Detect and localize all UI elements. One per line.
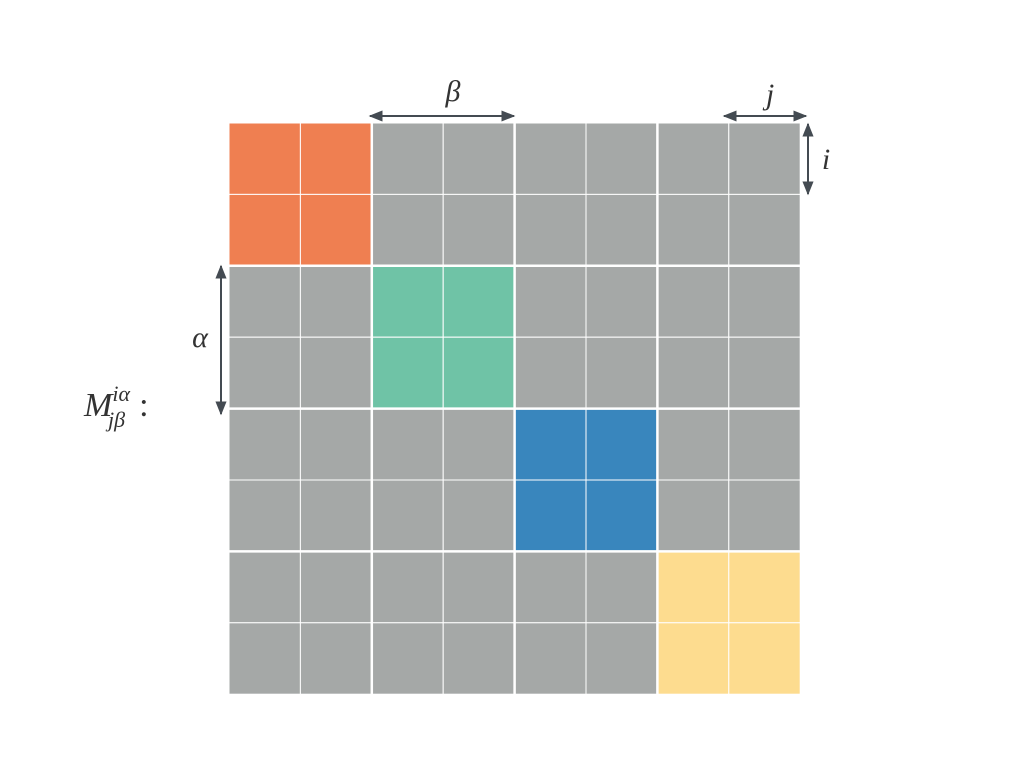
matrix-cell [514, 408, 587, 481]
block-matrix [228, 122, 801, 695]
matrix-cell [514, 193, 587, 267]
matrix-cell [442, 550, 516, 624]
matrix-cell [656, 550, 730, 624]
matrix-cell [371, 122, 444, 195]
matrix-cell [228, 265, 301, 338]
matrix-cell [728, 122, 801, 195]
matrix-suffix: : [139, 387, 148, 424]
matrix-cell [585, 122, 658, 195]
matrix-cell [371, 622, 444, 695]
matrix-cell [228, 336, 301, 410]
matrix-cell [299, 550, 373, 624]
matrix-cell [514, 622, 587, 695]
matrix-cell [656, 122, 730, 195]
matrix-cell [514, 336, 587, 410]
matrix-cell [442, 122, 516, 195]
matrix-superscript: iα [112, 381, 130, 406]
matrix-cell [228, 479, 301, 552]
matrix-cell [656, 193, 730, 267]
matrix-cell [371, 479, 444, 552]
matrix-cell [371, 265, 444, 338]
matrix-cell [442, 622, 516, 695]
matrix-cell [585, 408, 658, 481]
matrix-cell [585, 622, 658, 695]
matrix-cell [371, 408, 444, 481]
i-label: i [822, 143, 830, 176]
matrix-cell [514, 479, 587, 552]
matrix-cell [728, 479, 801, 552]
matrix-cell [228, 408, 301, 481]
matrix-cell [514, 122, 587, 195]
matrix-cell [442, 193, 516, 267]
matrix-cell [656, 479, 730, 552]
matrix-cell [728, 336, 801, 410]
matrix-cell [728, 622, 801, 695]
matrix-cell [656, 408, 730, 481]
matrix-cell [228, 550, 301, 624]
matrix-cell [728, 408, 801, 481]
matrix-cell [585, 550, 658, 624]
alpha-label: α [192, 321, 209, 354]
matrix-cell [514, 550, 587, 624]
matrix-cell [442, 408, 516, 481]
matrix-cell [299, 193, 373, 267]
matrix-cell [728, 265, 801, 338]
matrix-cell [656, 265, 730, 338]
matrix-cell [585, 479, 658, 552]
matrix-cell [585, 193, 658, 267]
matrix-cell [585, 265, 658, 338]
matrix-cell [442, 265, 516, 338]
matrix-cell [728, 550, 801, 624]
matrix-cell [728, 193, 801, 267]
matrix-subscript: jβ [105, 407, 125, 432]
matrix-cell [585, 336, 658, 410]
matrix-cell [514, 265, 587, 338]
matrix-cell [656, 336, 730, 410]
matrix-cell [656, 622, 730, 695]
matrix-cell [371, 193, 444, 267]
matrix-cell [299, 265, 373, 338]
matrix-cell [371, 550, 444, 624]
matrix-cell [371, 336, 444, 410]
j-label: j [762, 78, 774, 111]
matrix-cell [442, 479, 516, 552]
matrix-cell [228, 622, 301, 695]
matrix-label: Miα jβ: [83, 381, 149, 432]
matrix-symbol: M [83, 387, 114, 424]
beta-label: β [445, 75, 461, 108]
matrix-cell [442, 336, 516, 410]
matrix-cell [299, 408, 373, 481]
matrix-cell [299, 122, 373, 195]
matrix-cell [228, 122, 301, 195]
matrix-cell [299, 479, 373, 552]
matrix-cell [299, 336, 373, 410]
matrix-cell [228, 193, 301, 267]
matrix-cell [299, 622, 373, 695]
